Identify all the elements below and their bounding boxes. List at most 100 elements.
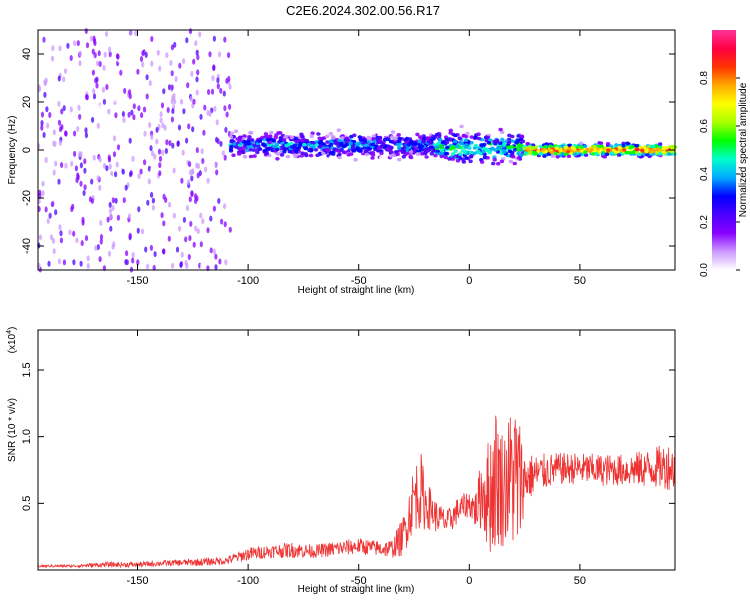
colorbar: 0.0 0.2 0.4 0.6 0.8 Normalized spectral ampl… — [699, 30, 749, 277]
spectrogram-point — [88, 249, 92, 256]
spectrogram-point — [352, 133, 357, 138]
spectrogram-point — [192, 80, 196, 87]
spectrogram-point — [476, 136, 482, 141]
spectrogram-point — [94, 245, 98, 252]
spectrogram-point — [190, 175, 194, 182]
spectrogram-point — [485, 126, 490, 131]
spectrogram-point — [499, 159, 505, 164]
spectrogram-point — [371, 134, 376, 139]
spectrogram-point — [122, 117, 126, 123]
spectrogram-point — [171, 142, 175, 149]
spectrogram-point — [44, 206, 48, 213]
spectrogram-point — [379, 156, 384, 160]
spectrogram-point — [363, 149, 368, 154]
spectrogram-point — [137, 206, 141, 213]
spectrogram-point — [436, 142, 441, 146]
spectrogram-point — [150, 36, 154, 42]
spectrogram-point — [201, 158, 205, 164]
spectrogram-point — [54, 223, 58, 230]
spectrogram-point — [102, 162, 107, 169]
spectrogram-point — [406, 143, 411, 147]
spectrogram-point — [512, 161, 517, 166]
spectrogram-point — [66, 42, 70, 49]
spectrogram-point — [131, 257, 135, 264]
spectrogram-point — [41, 190, 45, 197]
spectrogram-point — [206, 202, 210, 209]
spectrogram-point — [116, 214, 120, 221]
spectrogram-point — [203, 104, 207, 111]
spectrogram-point — [317, 141, 323, 145]
spectrogram-point — [96, 122, 100, 129]
spectrogram-point — [242, 134, 247, 138]
spectrogram-point — [79, 260, 83, 267]
spectrogram-point — [393, 137, 398, 141]
spectrogram-point — [233, 145, 239, 149]
spectrogram-point — [159, 111, 163, 118]
spectrogram-point — [571, 147, 577, 151]
spectrogram-point — [121, 111, 125, 117]
spectrogram-point — [119, 69, 123, 76]
spectrogram-point — [255, 150, 260, 155]
spectrogram-point — [306, 142, 312, 147]
spectrogram-y-tick-label: -40 — [21, 238, 33, 254]
spectrogram-point — [47, 260, 51, 267]
spectrogram-point — [178, 225, 182, 232]
spectrogram-point — [211, 75, 215, 82]
spectrogram-point — [542, 154, 547, 158]
spectrogram-point — [40, 124, 44, 131]
spectrogram-point — [637, 152, 642, 157]
spectrogram-point — [339, 148, 344, 152]
spectrogram-point — [198, 31, 202, 38]
spectrogram-point — [134, 30, 138, 37]
spectrogram-point — [616, 153, 622, 157]
spectrogram-point — [195, 76, 199, 83]
spectrogram-point — [212, 248, 216, 255]
spectrogram-point — [166, 188, 170, 195]
spectrogram-point — [443, 152, 449, 156]
spectrogram-point — [178, 62, 182, 69]
spectrogram-point — [62, 76, 66, 83]
spectrogram-point — [212, 64, 216, 71]
spectrogram-point — [182, 58, 186, 65]
spectrogram-point — [132, 103, 136, 110]
spectrogram-point — [64, 162, 68, 169]
spectrogram-point — [175, 246, 180, 253]
spectrogram-point — [390, 130, 396, 134]
spectrogram-point — [154, 99, 158, 106]
spectrogram-point — [389, 150, 394, 154]
spectrogram-point — [410, 141, 415, 145]
colorbar-tick-label: 0.6 — [699, 119, 710, 133]
spectrogram-point — [549, 150, 555, 154]
spectrogram-point — [460, 149, 466, 153]
spectrogram-point — [479, 160, 485, 164]
spectrogram-point — [195, 154, 199, 161]
spectrogram-point — [160, 102, 165, 109]
spectrogram-point — [145, 74, 149, 81]
spectrogram-point — [114, 197, 118, 204]
spectrogram-point — [63, 63, 67, 70]
spectrogram-point — [295, 147, 300, 151]
spectrogram-point — [201, 218, 205, 225]
spectrogram-point — [124, 184, 128, 191]
spectrogram-point — [644, 152, 650, 157]
spectrogram-point — [129, 29, 133, 36]
spectrogram-point — [476, 149, 481, 154]
spectrogram-point — [444, 140, 450, 145]
spectrogram-point — [44, 157, 48, 163]
spectrogram-y-axis-label: Frequency (Hz) — [7, 116, 18, 185]
spectrogram-point — [60, 108, 64, 115]
spectrogram-point — [58, 45, 62, 52]
spectrogram-point — [104, 31, 109, 37]
spectrogram-point — [155, 138, 159, 145]
spectrogram-point — [128, 93, 132, 100]
spectrogram-point — [600, 152, 606, 156]
spectrogram-point — [317, 136, 322, 141]
spectrogram-x-tick-label: -100 — [237, 275, 259, 287]
spectrogram-point — [457, 128, 462, 133]
spectrogram-point — [89, 64, 93, 71]
spectrogram-point — [413, 146, 419, 150]
spectrogram-point — [541, 148, 546, 152]
spectrogram-point — [59, 230, 63, 237]
spectrogram-point — [157, 148, 162, 155]
